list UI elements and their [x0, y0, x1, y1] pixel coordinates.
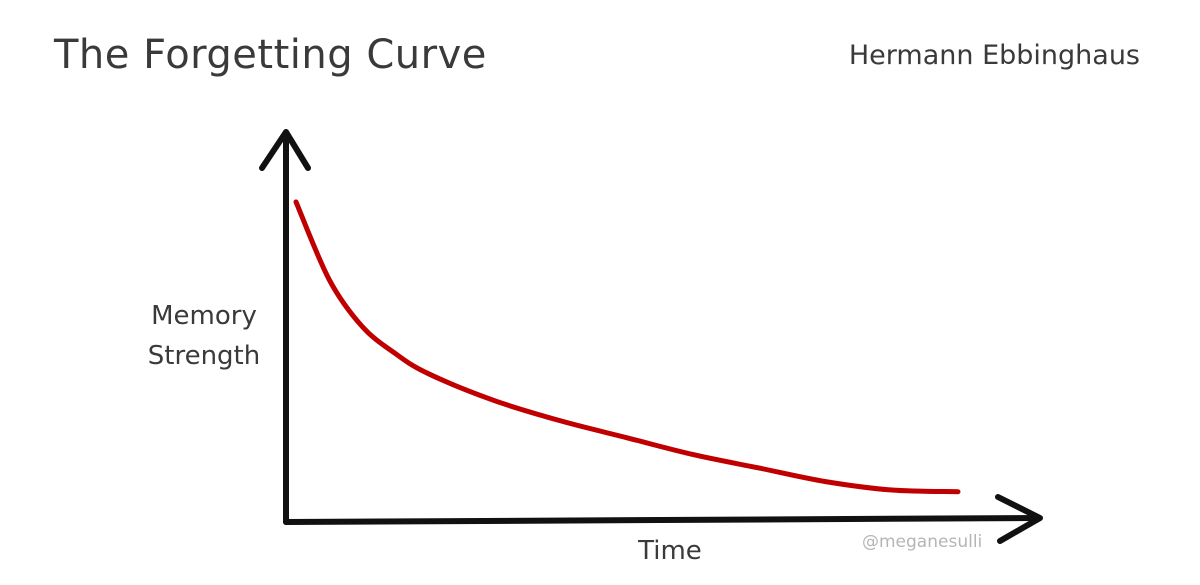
- x-axis-arrowhead: [995, 494, 1043, 544]
- author-name: Hermann Ebbinghaus: [848, 40, 1140, 71]
- y-axis-arrowhead: [259, 129, 311, 171]
- x-axis-line: [283, 515, 1041, 525]
- x-axis-label: Time: [638, 536, 702, 566]
- y-axis-label-line-2: Strength: [147, 341, 261, 371]
- y-axis: [259, 129, 311, 525]
- y-axis-label-line-1: Memory: [151, 301, 257, 331]
- chart-title: The Forgetting Curve: [54, 32, 487, 78]
- y-axis-label: Memory Strength: [140, 296, 268, 376]
- watermark-credit: @meganesulli: [862, 532, 983, 552]
- series-line-forgetting-curve: [293, 199, 961, 495]
- x-axis: [283, 494, 1043, 544]
